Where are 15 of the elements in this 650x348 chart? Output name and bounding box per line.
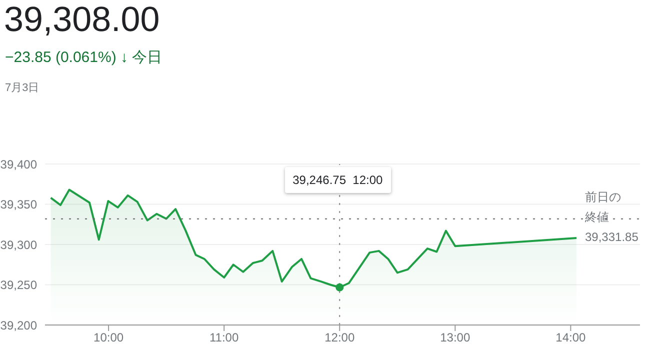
x-tick-label: 12:00 (324, 330, 355, 345)
y-tick-label: 39,250 (0, 278, 38, 292)
y-tick-label: 39,200 (0, 318, 38, 332)
y-tick-label: 39,350 (0, 198, 38, 212)
y-tick-label: 39,300 (0, 238, 38, 252)
x-tick-label: 14:00 (556, 330, 586, 345)
ref-line-label: 前日の終値 39,331.85 (585, 188, 638, 246)
chart-title: 39,308.00 (4, 0, 160, 40)
x-tick-label: 10:00 (94, 330, 124, 345)
x-tick-label: 13:00 (440, 330, 470, 345)
annotation: 39,246.75 12:00 (284, 167, 391, 193)
y-tick-label: 39,400 (0, 157, 38, 172)
text: 7月3日 (5, 81, 40, 95)
chart-subtitle: −23.85 (0.061%) ↓ 今日 (5, 48, 162, 67)
x-tick-label: 11:00 (210, 330, 239, 345)
